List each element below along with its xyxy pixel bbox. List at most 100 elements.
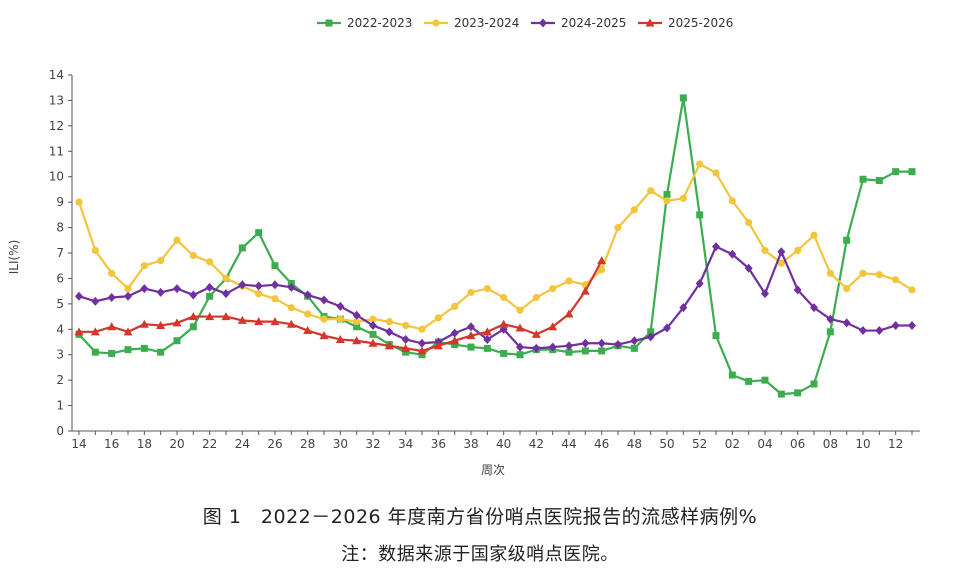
figure-note: 注：数据来源于国家级哨点医院。 (341, 544, 619, 565)
data-point (810, 380, 818, 388)
data-point (172, 318, 182, 327)
data-point (156, 287, 165, 297)
data-point (189, 290, 198, 300)
data-point (221, 312, 231, 321)
legend-marker (325, 19, 333, 27)
y-tick-label: 10 (49, 170, 64, 184)
data-point (467, 322, 475, 332)
x-tick-label: 46 (594, 437, 609, 451)
data-point (238, 244, 246, 252)
legend-item-2023-2024: 2023-2024 (424, 16, 519, 30)
data-point (320, 295, 328, 305)
x-tick-label: 04 (757, 437, 772, 451)
data-point (222, 274, 230, 283)
data-point (630, 206, 638, 214)
data-point (679, 94, 687, 102)
data-point (794, 389, 802, 397)
data-point (401, 343, 411, 352)
x-tick-label: 14 (71, 437, 86, 451)
data-point (139, 319, 149, 328)
data-point (532, 293, 540, 302)
data-point (580, 286, 590, 295)
data-point (581, 347, 589, 355)
data-point (140, 284, 149, 294)
data-point (157, 257, 165, 265)
data-point (647, 328, 655, 336)
data-point (564, 309, 574, 318)
data-point (434, 314, 442, 322)
data-point (189, 251, 197, 260)
data-point (483, 285, 491, 293)
data-point (500, 349, 508, 357)
data-point (728, 249, 737, 259)
data-point (712, 242, 720, 252)
data-point (859, 269, 867, 277)
data-point (875, 271, 883, 279)
data-point (271, 280, 279, 290)
data-point (548, 342, 557, 352)
x-tick-label: 48 (627, 437, 642, 451)
data-point (303, 290, 312, 300)
data-point (859, 326, 867, 336)
data-point (385, 327, 394, 337)
data-point (745, 377, 753, 385)
data-point (369, 320, 377, 330)
series-line-2023-2024 (77, 162, 913, 331)
data-point (696, 160, 704, 168)
data-point (402, 348, 410, 356)
data-point (91, 296, 100, 306)
y-tick-label: 3 (56, 348, 64, 362)
data-point (581, 338, 590, 348)
data-point (728, 197, 736, 205)
data-point (140, 262, 148, 270)
data-point (548, 322, 558, 331)
legend-item-2024-2025: 2024-2025 (531, 16, 626, 30)
legend-marker (432, 19, 440, 27)
data-point (712, 169, 720, 177)
data-point (304, 310, 312, 318)
x-tick-label: 22 (202, 437, 217, 451)
x-tick-label: 44 (561, 437, 576, 451)
ili-line-chart: 2022-2023 2023-2024 2024-2025 2025-2026 012… (7, 16, 920, 477)
y-tick-label: 1 (56, 399, 64, 413)
data-point (255, 229, 263, 237)
y-tick-label: 9 (56, 195, 64, 209)
data-point (875, 177, 883, 185)
y-tick-label: 4 (56, 322, 64, 336)
data-point (565, 341, 573, 351)
x-tick-label: 02 (725, 437, 740, 451)
data-point (369, 330, 377, 338)
data-point (761, 376, 769, 384)
data-point (810, 231, 818, 239)
data-point (826, 314, 835, 324)
x-tick-label: 38 (463, 437, 478, 451)
data-point (417, 346, 427, 355)
data-point (353, 323, 361, 331)
data-point (124, 285, 132, 293)
data-point (254, 317, 264, 326)
data-point (646, 332, 655, 342)
data-point (237, 315, 247, 324)
x-tick-label: 28 (300, 437, 315, 451)
data-point (875, 326, 884, 336)
data-point (271, 262, 279, 270)
x-tick-label: 42 (529, 437, 544, 451)
series-line-2024-2025 (78, 245, 912, 350)
y-tick-label: 11 (49, 144, 64, 158)
x-tick-label: 18 (137, 437, 152, 451)
data-point (466, 331, 476, 340)
data-point (531, 329, 541, 338)
data-point (189, 323, 197, 331)
data-point (108, 269, 116, 277)
data-point (401, 334, 410, 344)
data-point (450, 328, 459, 338)
data-point (270, 317, 280, 326)
data-point (794, 246, 802, 255)
y-tick-label: 8 (56, 221, 64, 235)
data-point (254, 281, 263, 291)
data-point (630, 336, 639, 346)
data-point (335, 334, 345, 343)
series-2025-2026 (74, 256, 607, 355)
data-point (630, 344, 638, 352)
